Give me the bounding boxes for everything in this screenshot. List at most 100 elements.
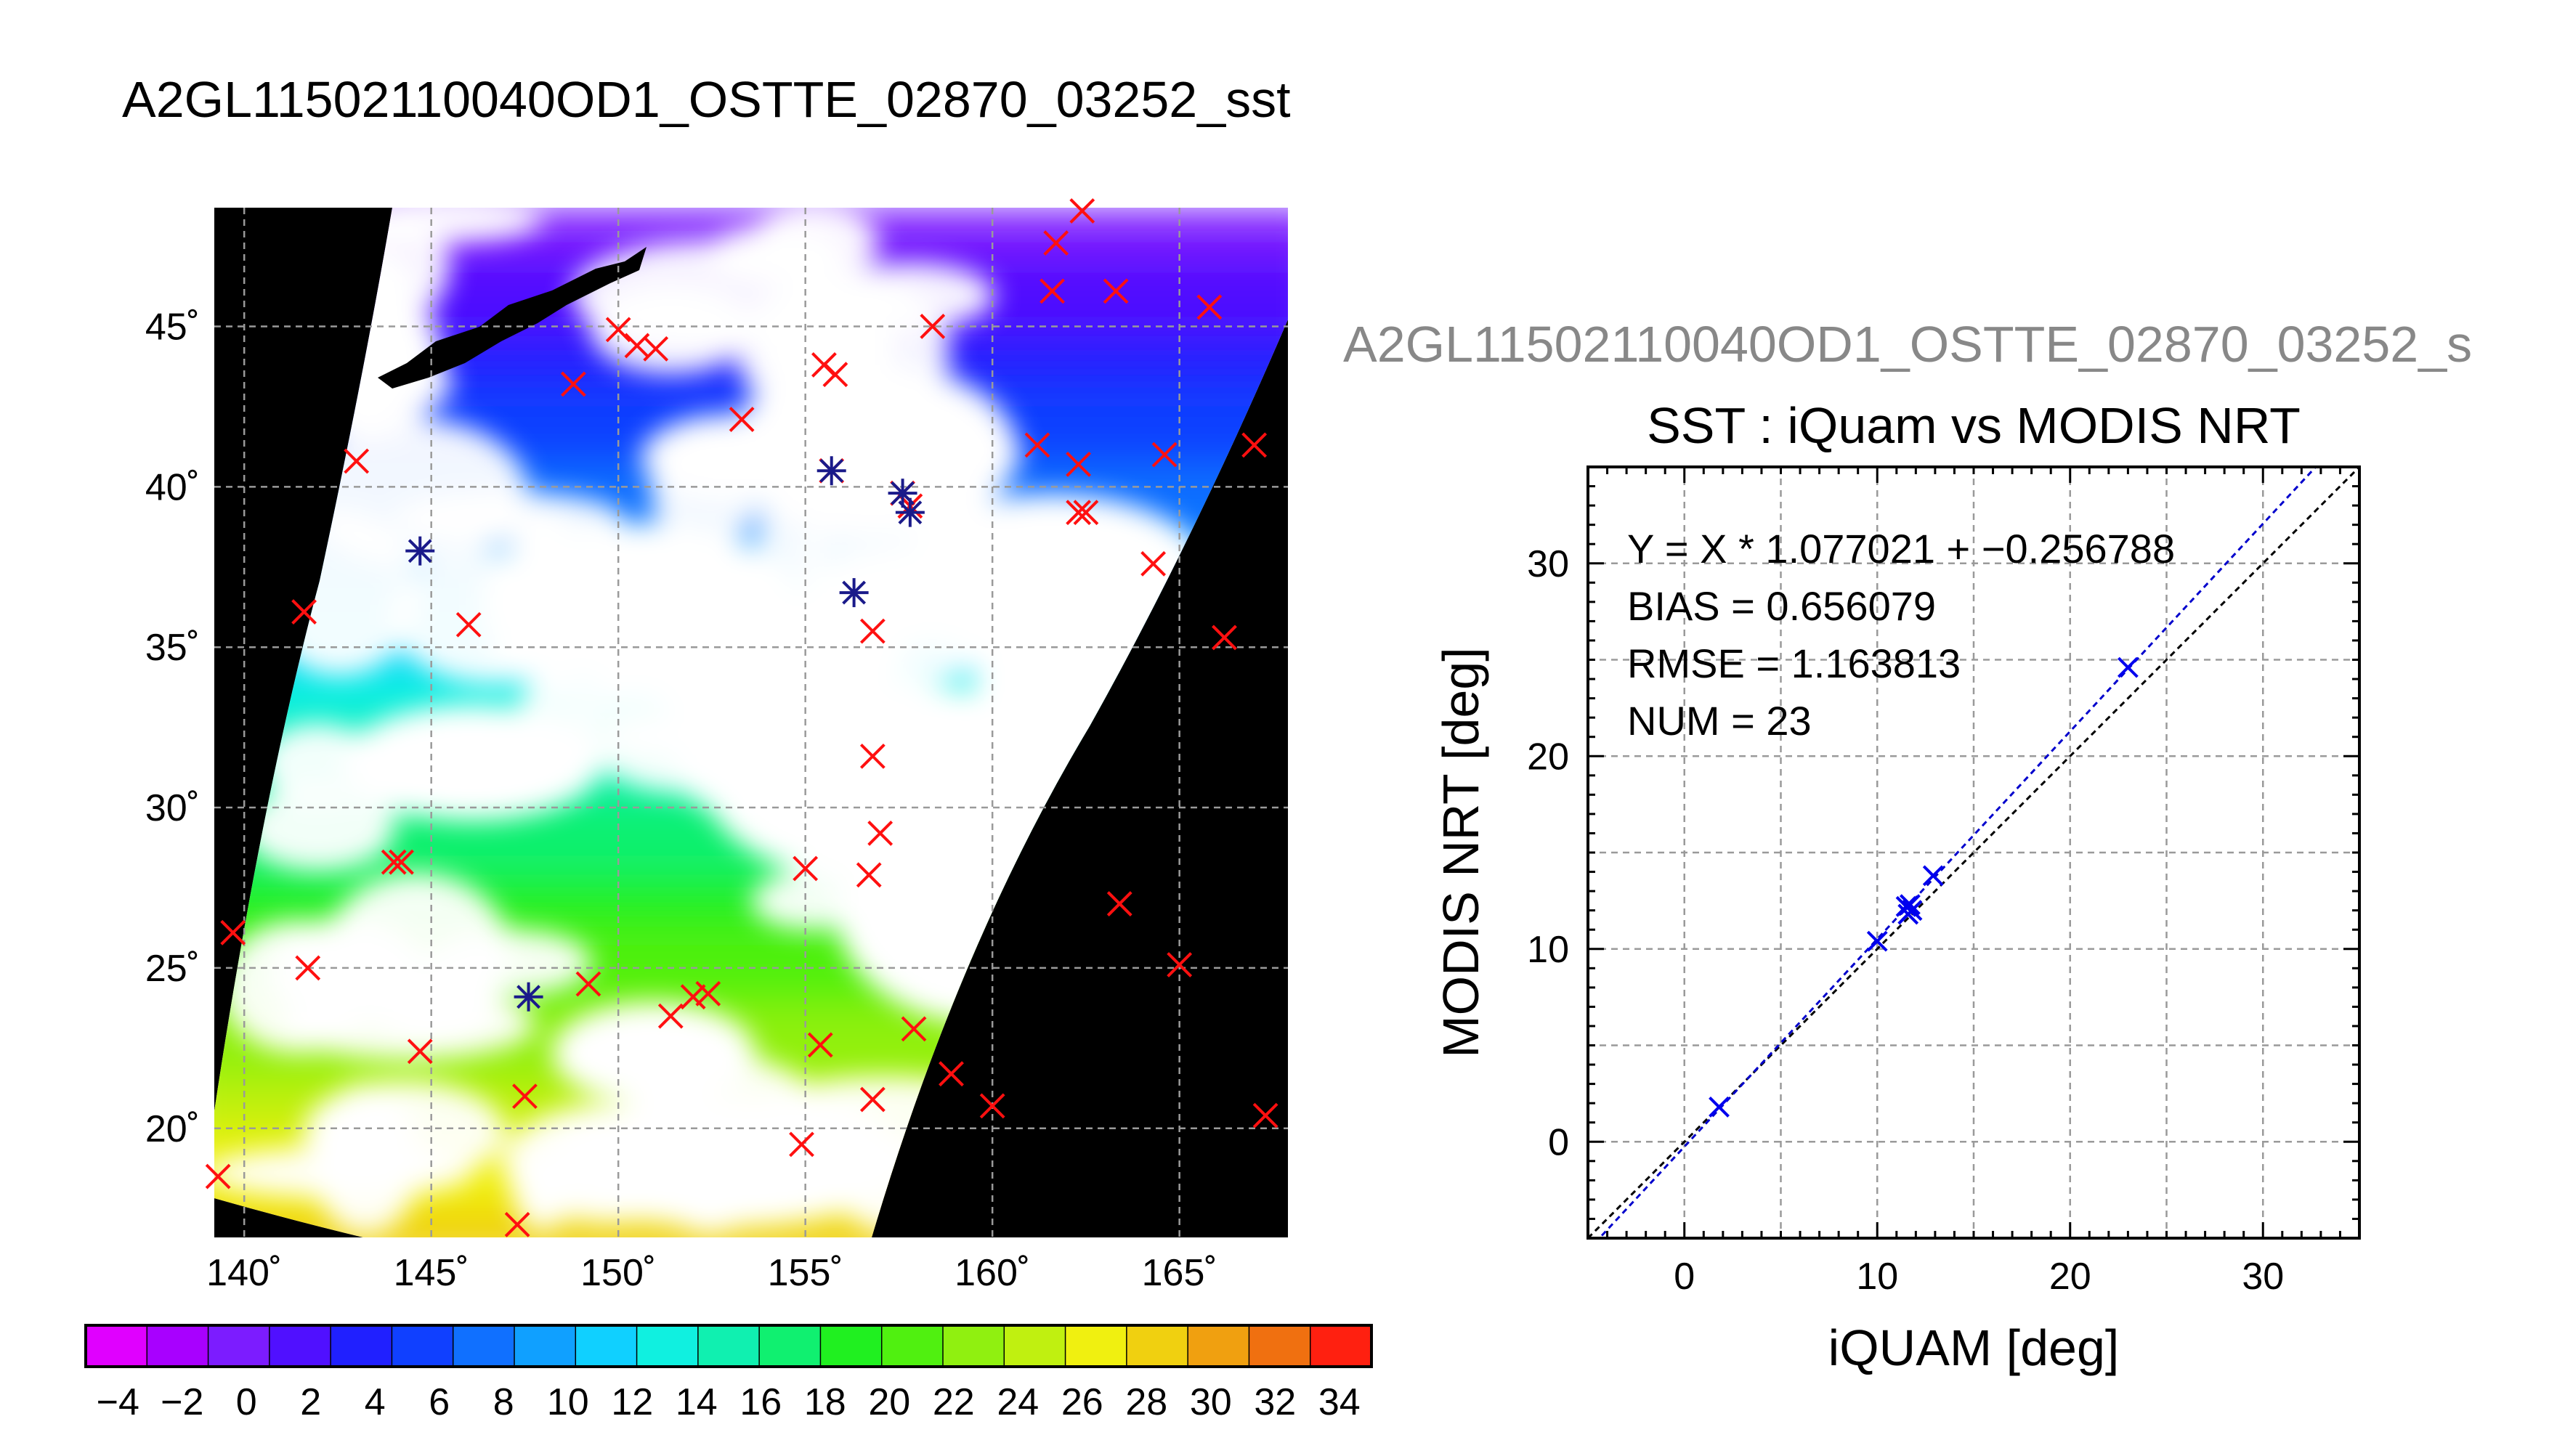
colorbar-tick-label: 12 [611,1381,653,1423]
cloud-patch [479,523,799,683]
cloud-patch [605,716,736,757]
matchup-markers [205,198,1278,1237]
colorbar-tick-label: 2 [300,1381,321,1423]
map-lon-tick-label: 145˚ [394,1252,469,1294]
map-lat-tick-label: 35˚ [145,627,200,669]
scatter-panel: A2GL11502110040OD1_OSTTE_02870_03252_s S… [1343,316,2472,1376]
scatter-gridlines [1588,467,2359,1238]
matchup-marker-red-stroke [979,1093,1005,1119]
matchup-marker-red-stroke [793,855,819,882]
matchup-marker-red-stroke [695,980,721,1006]
matchup-marker-red-stroke [1212,625,1237,651]
matchup-marker-red-stroke [205,1163,231,1189]
matchup-marker-red [1151,442,1178,468]
matchup-marker-red [1252,1102,1278,1128]
matchup-marker-red [1043,230,1069,256]
scatter-annotation-line: RMSE = 1.163813 [1627,640,1961,686]
scatter-annotation-line: Y = X * 1.077021 + −0.256788 [1627,526,2175,572]
colorbar-swatch [697,1325,760,1367]
matchup-marker-red [643,335,669,362]
matchup-marker-blue [514,982,543,1012]
colorbar-tick-label: 30 [1190,1381,1232,1423]
cloud-patch [341,704,603,821]
map-lat-ticks: 20˚ 25˚ 30˚ 35˚ 40˚ 45˚ [145,306,200,1150]
scatter-point-stroke [1709,1097,1730,1118]
matchup-marker-red-stroke [220,919,246,945]
scatter-ticks: 0 10 20 30 0 10 20 30 [1527,465,2361,1298]
matchup-marker-red [455,611,482,638]
matchup-marker-red [1103,278,1129,304]
matchup-marker-red-stroke [856,862,882,888]
swath [214,208,1288,1237]
cloud-patch [552,1002,755,1104]
coastline-japan [378,247,647,389]
map-lon-tick-label: 160˚ [955,1252,1030,1294]
matchup-marker-red-stroke [1066,500,1092,526]
colorbar-tick-label: 8 [493,1381,514,1423]
matchup-marker-red-stroke [605,317,631,343]
scatter-point-stroke [1899,894,1921,916]
matchup-marker-red [1196,294,1223,320]
matchup-marker-red-stroke [867,820,893,846]
matchup-marker-red-stroke [1106,891,1132,916]
matchup-marker-red [1167,952,1193,977]
colorbar-swatch [943,1325,1005,1367]
map-lat-tick-label: 25˚ [145,948,200,990]
matchup-marker-red-stroke [560,371,586,397]
colorbar-swatch [392,1325,454,1367]
colorbar-tick-label: 34 [1318,1381,1361,1423]
colorbar-swatch [820,1325,883,1367]
matchup-marker-red-stroke [1043,230,1069,256]
matchup-marker-red-stroke [1024,432,1050,458]
matchup-marker-red [920,314,946,339]
scatter-point [2117,656,2139,678]
scatter-point [1899,894,1921,916]
matchup-marker-blue [895,497,925,527]
colorbar-tick-label: 32 [1254,1381,1296,1423]
colorbar-tick-label: 24 [997,1381,1039,1423]
colorbar-tick-label: 0 [236,1381,257,1423]
matchup-marker-red [1106,891,1132,916]
map-lat-tick-label: 20˚ [145,1108,200,1150]
matchup-marker-red [504,1211,530,1237]
matchup-marker-blue-stroke [891,481,915,505]
matchup-marker-red [979,1093,1005,1119]
matchup-marker-red-stroke [1073,500,1099,526]
matchup-marker-red-stroke [381,849,407,875]
map-lat-tick-label: 40˚ [145,466,200,508]
matchup-marker-red-stroke [822,362,848,388]
matchup-marker-blue [839,578,869,608]
scatter-point-stroke [1901,900,1923,922]
matchup-marker-red-stroke [389,849,414,875]
colorbar-swatch [86,1325,147,1367]
matchup-marker-red-stroke [1151,442,1178,468]
scatter-point [1709,1097,1730,1118]
matchup-marker-red-stroke [295,955,321,981]
matchup-marker-red [295,955,321,981]
colorbar-swatch [1126,1325,1188,1367]
matchup-marker-red [560,371,586,397]
matchup-marker-red-stroke [407,1038,433,1065]
scatter-point [1922,865,1944,887]
matchup-marker-red [1073,500,1099,526]
sst-band [214,1234,1288,1237]
colorbar-tick-label: 14 [676,1381,718,1423]
matchup-marker-blue [816,456,846,486]
scatter-ytick-label: 0 [1548,1121,1569,1163]
scatter-ytick-label: 20 [1527,736,1569,778]
matchup-marker-red-stroke [1252,1102,1278,1128]
matchup-marker-red [1212,625,1237,651]
cloud-mask [214,208,1288,1236]
matchup-marker-blue-stroke [898,500,923,525]
matchup-marker-red [575,971,601,997]
matchup-marker-red-stroke [859,743,886,769]
colorbar-swatch [1004,1325,1066,1367]
matchup-marker-red-stroke [1140,550,1167,577]
matchup-marker-red [407,1038,433,1065]
matchup-marker-red-stroke [657,1003,684,1029]
matchup-marker-blue-stroke [516,985,540,1009]
matchup-marker-red [859,1086,886,1113]
colorbar-swatch [453,1325,515,1367]
matchup-marker-red [695,980,721,1006]
